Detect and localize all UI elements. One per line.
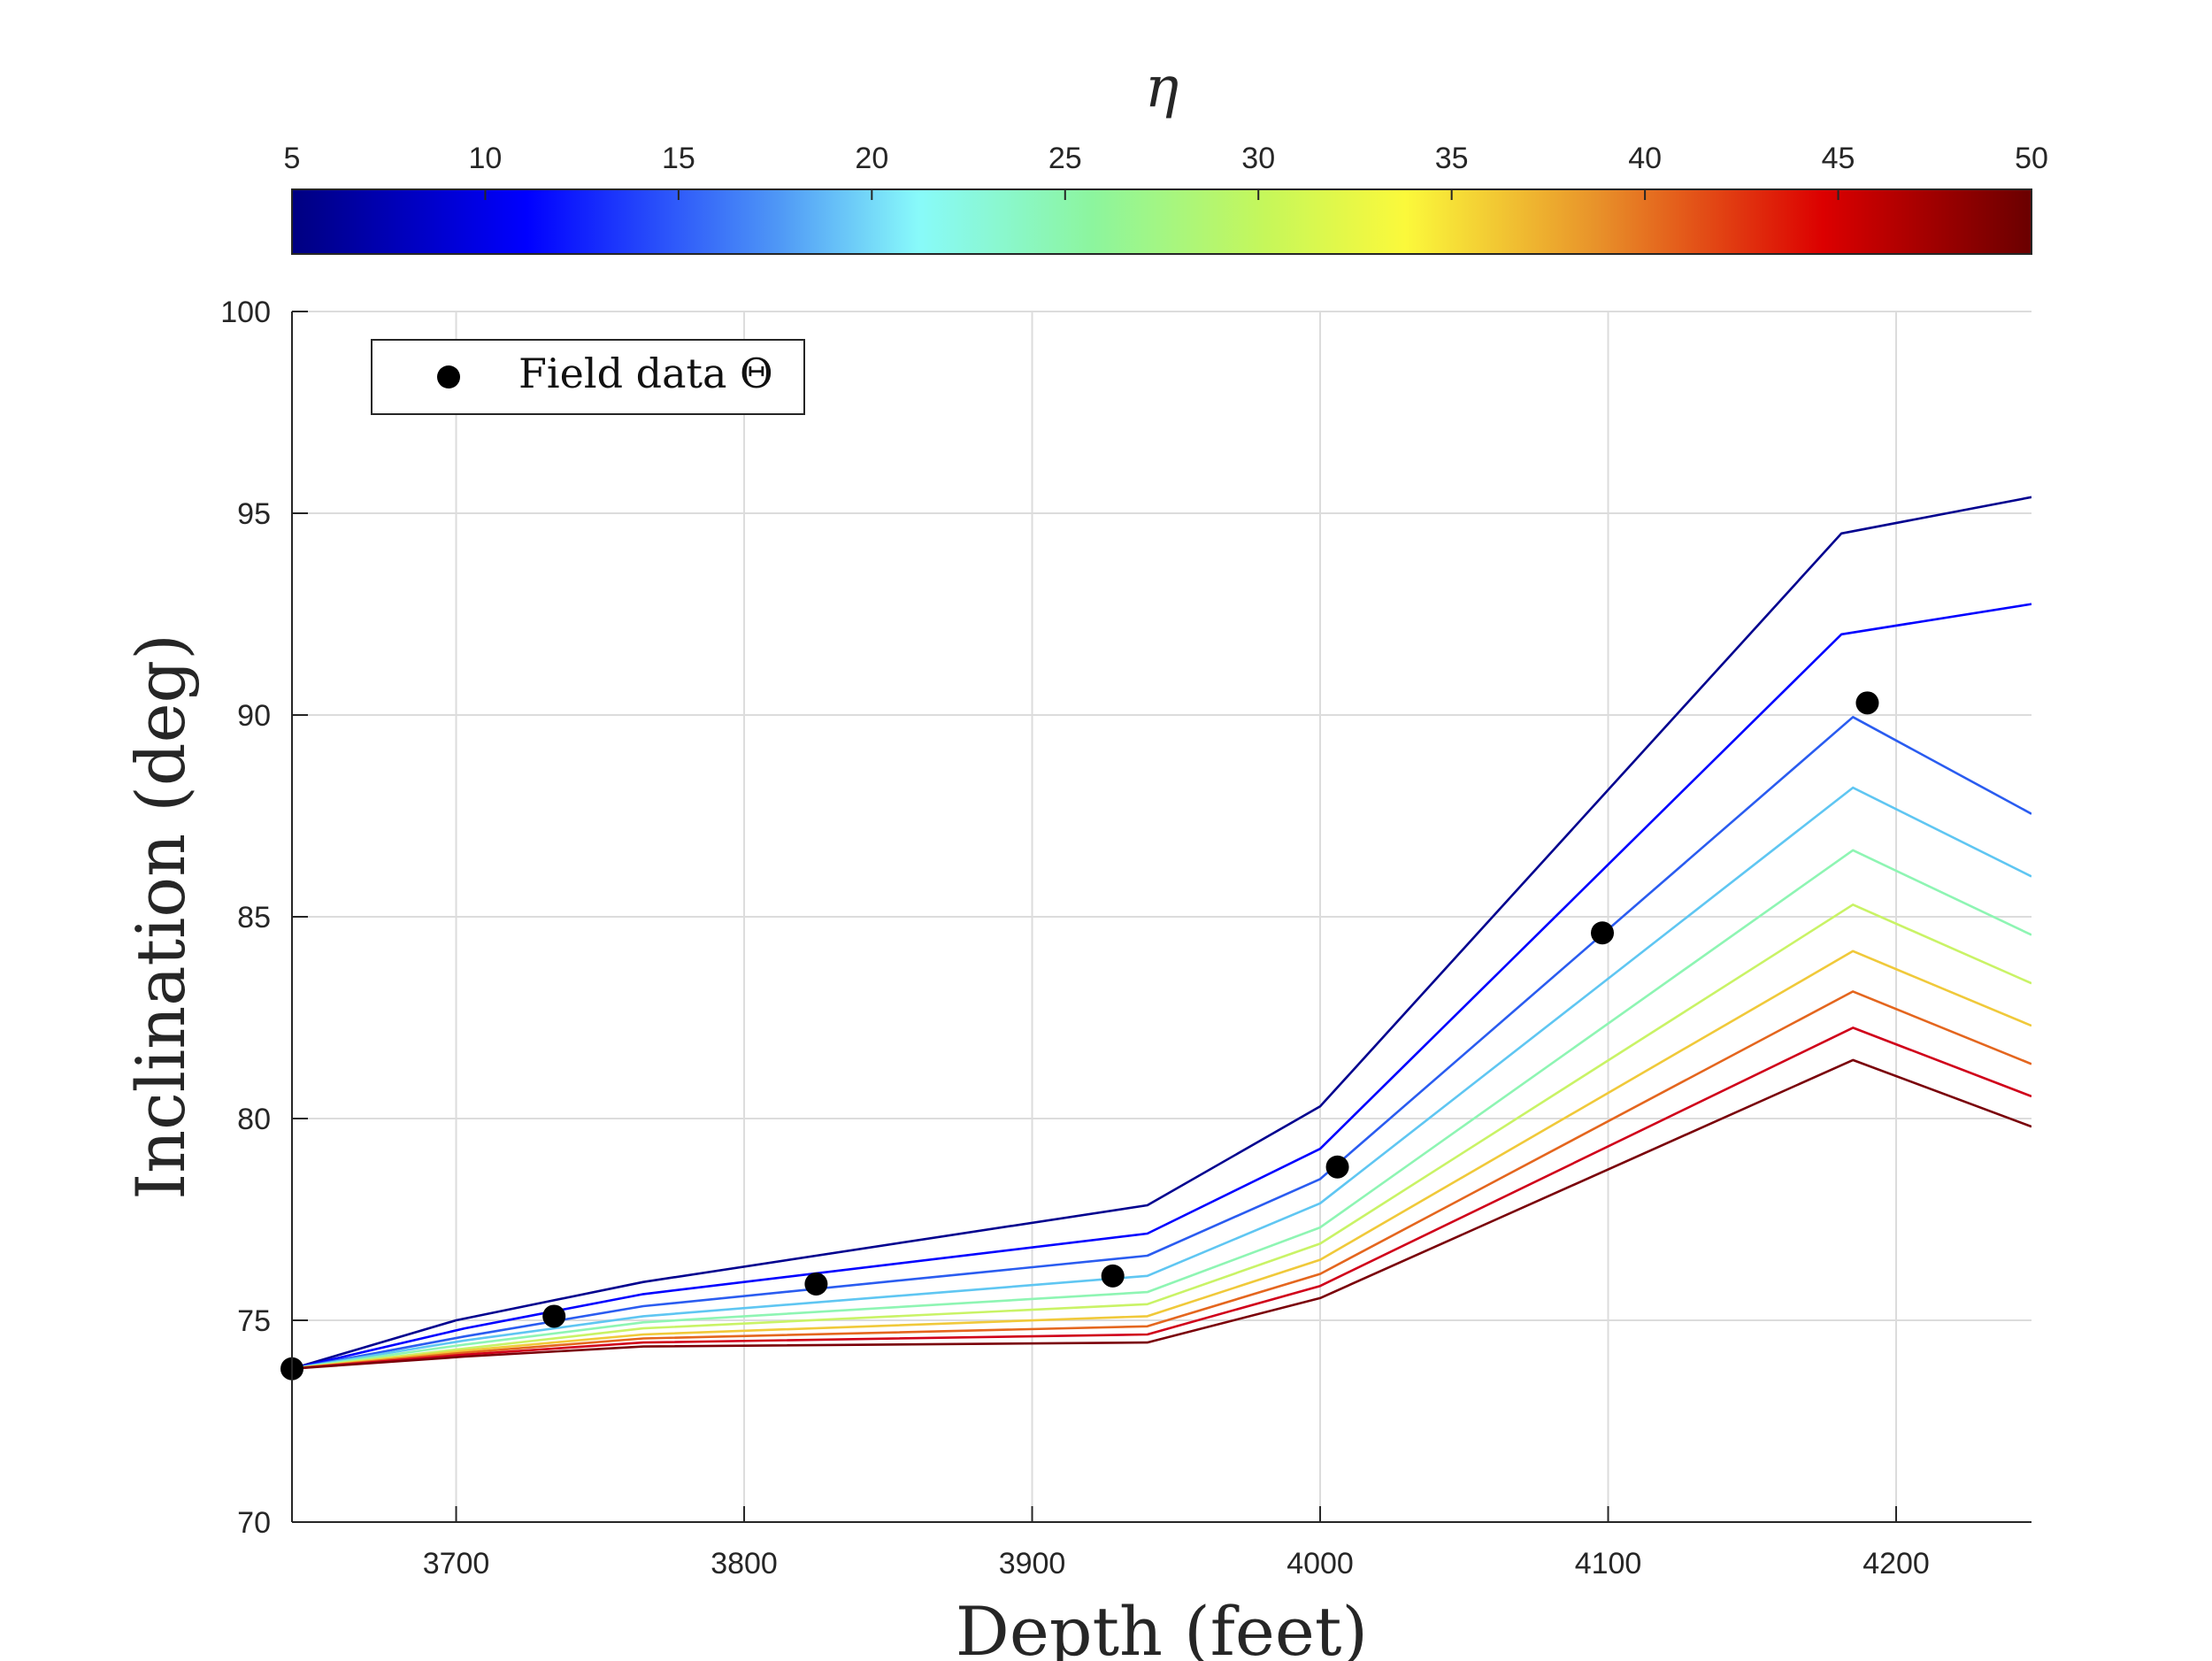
colorbar-tick-label-1: 10 <box>469 142 503 175</box>
grid <box>292 311 2032 1523</box>
colorbar-title: η <box>1145 55 1179 120</box>
x-axis-title: Depth (feet) <box>956 1592 1368 1661</box>
colorbar-tick-label-9: 50 <box>2015 142 2048 175</box>
x-tick-label-3: 4000 <box>1286 1547 1354 1580</box>
model-curves <box>292 496 2032 1370</box>
curve-eta-30 <box>292 903 2032 1370</box>
x-tick-label-0: 3700 <box>423 1547 490 1580</box>
legend-label: Field data Θ <box>518 350 773 397</box>
y-tick-label-5: 95 <box>237 497 271 531</box>
colorbar-ticks: 5 10 15 20 25 30 35 40 45 50 <box>284 142 2048 200</box>
curve-eta-20 <box>292 786 2032 1370</box>
colorbar-tick-label-8: 45 <box>1822 142 1855 175</box>
field-data-point-3 <box>1101 1264 1125 1288</box>
field-data-point-5 <box>1591 921 1615 945</box>
colorbar-gradient <box>291 188 2032 255</box>
curve-eta-45 <box>292 1027 2032 1370</box>
y-tick-label-1: 75 <box>237 1304 271 1338</box>
colorbar-tick-label-3: 20 <box>855 142 888 175</box>
y-tick-label-0: 70 <box>237 1506 271 1540</box>
x-tick-label-5: 4200 <box>1863 1547 1930 1580</box>
x-tick-labels: 3700 3800 3900 4000 4100 4200 <box>423 1547 1930 1580</box>
field-data-point-4 <box>1325 1155 1349 1179</box>
y-tick-label-4: 90 <box>237 699 271 733</box>
colorbar-tick-label-2: 15 <box>662 142 695 175</box>
curve-eta-50 <box>292 1058 2032 1370</box>
field-data-point-2 <box>804 1272 828 1296</box>
x-tick-label-4: 4100 <box>1575 1547 1642 1580</box>
field-data-points <box>280 691 1879 1380</box>
curve-eta-10 <box>292 603 2032 1370</box>
field-data-point-1 <box>542 1304 566 1328</box>
curve-eta-15 <box>292 715 2032 1370</box>
y-tick-label-6: 100 <box>220 296 271 329</box>
x-tick-label-2: 3900 <box>999 1547 1066 1580</box>
colorbar-tick-label-7: 40 <box>1628 142 1662 175</box>
colorbar-tick-label-4: 25 <box>1048 142 1082 175</box>
curve-eta-35 <box>292 950 2032 1370</box>
x-tick-label-1: 3800 <box>710 1547 778 1580</box>
axes <box>291 311 2032 1523</box>
y-axis-title: Inclination (deg) <box>121 634 200 1200</box>
curve-eta-40 <box>292 990 2032 1370</box>
y-tick-label-3: 85 <box>237 901 271 934</box>
colorbar: 5 10 15 20 25 30 35 40 45 50 η <box>284 55 2048 255</box>
colorbar-tick-label-5: 30 <box>1241 142 1275 175</box>
field-data-point-6 <box>1855 691 1879 715</box>
curve-eta-5 <box>292 496 2032 1370</box>
colorbar-tick-label-6: 35 <box>1435 142 1469 175</box>
colorbar-tick-label-0: 5 <box>284 142 301 175</box>
y-tick-labels: 70 75 80 85 90 95 100 <box>220 296 271 1540</box>
legend: Field data Θ <box>371 339 805 415</box>
y-tick-label-2: 80 <box>237 1103 271 1136</box>
curve-eta-25 <box>292 849 2032 1370</box>
legend-marker <box>437 365 460 388</box>
